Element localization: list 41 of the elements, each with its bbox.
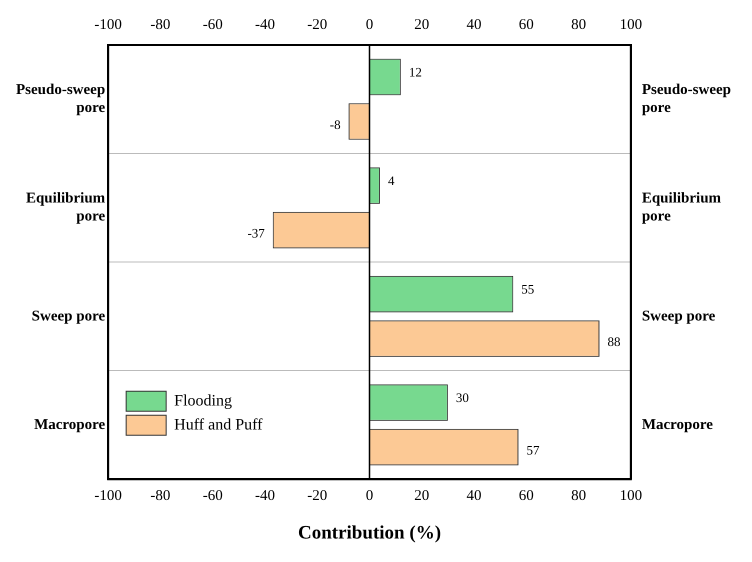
legend-label: Flooding bbox=[174, 392, 232, 410]
x-tick-label: -60 bbox=[202, 488, 223, 504]
x-tick-label: 40 bbox=[466, 488, 482, 504]
x-tick-label: 100 bbox=[620, 488, 642, 504]
y-tick-label: Sweep pore bbox=[32, 308, 106, 324]
x-tick-label: 60 bbox=[518, 488, 534, 504]
data-label: 57 bbox=[526, 442, 540, 458]
data-label: 30 bbox=[456, 390, 469, 406]
x2-tick-label: -60 bbox=[202, 16, 223, 33]
y-tick-label: Pseudo-sweep pore bbox=[16, 82, 106, 116]
x2-tick-label: -40 bbox=[254, 16, 275, 33]
x2-tick-label: -80 bbox=[150, 16, 170, 33]
data-label: -37 bbox=[247, 226, 266, 240]
data-label: 88 bbox=[607, 334, 620, 350]
x-tick-label: 20 bbox=[414, 488, 430, 504]
x2-tick-label: 0 bbox=[366, 16, 374, 33]
category-label: Sweep pore bbox=[642, 308, 716, 324]
data-label: -8 bbox=[330, 116, 341, 132]
x2-tick-label: 60 bbox=[518, 16, 534, 33]
x-tick-label: -100 bbox=[94, 488, 122, 504]
x-tick-label: -80 bbox=[150, 488, 170, 504]
y-tick-label: Macropore bbox=[34, 416, 106, 433]
x-tick-label: 80 bbox=[571, 488, 586, 504]
y-tick-label: Equilibrium pore bbox=[26, 190, 106, 225]
data-label: 12 bbox=[408, 64, 422, 80]
x2-tick-label: 80 bbox=[571, 16, 586, 33]
data-label: 55 bbox=[521, 282, 534, 297]
x2-tick-label: 100 bbox=[620, 16, 642, 33]
x2-tick-label: -100 bbox=[94, 16, 122, 33]
x2-tick-label: -20 bbox=[307, 16, 328, 33]
x-tick-label: -20 bbox=[307, 488, 328, 504]
x-tick-label: -40 bbox=[254, 488, 275, 504]
category-label: Macropore bbox=[642, 416, 713, 433]
data-label: 4 bbox=[388, 172, 395, 188]
x-tick-label: 0 bbox=[366, 488, 374, 504]
x-axis-title: Contribution (%) bbox=[298, 522, 442, 544]
category-label: Equilibrium pore bbox=[642, 190, 722, 225]
legend-label: Huff and Puff bbox=[174, 416, 264, 434]
category-label: Pseudo-sweep pore bbox=[642, 82, 732, 116]
x2-tick-label: 40 bbox=[466, 16, 482, 33]
x2-tick-label: 20 bbox=[414, 16, 430, 33]
